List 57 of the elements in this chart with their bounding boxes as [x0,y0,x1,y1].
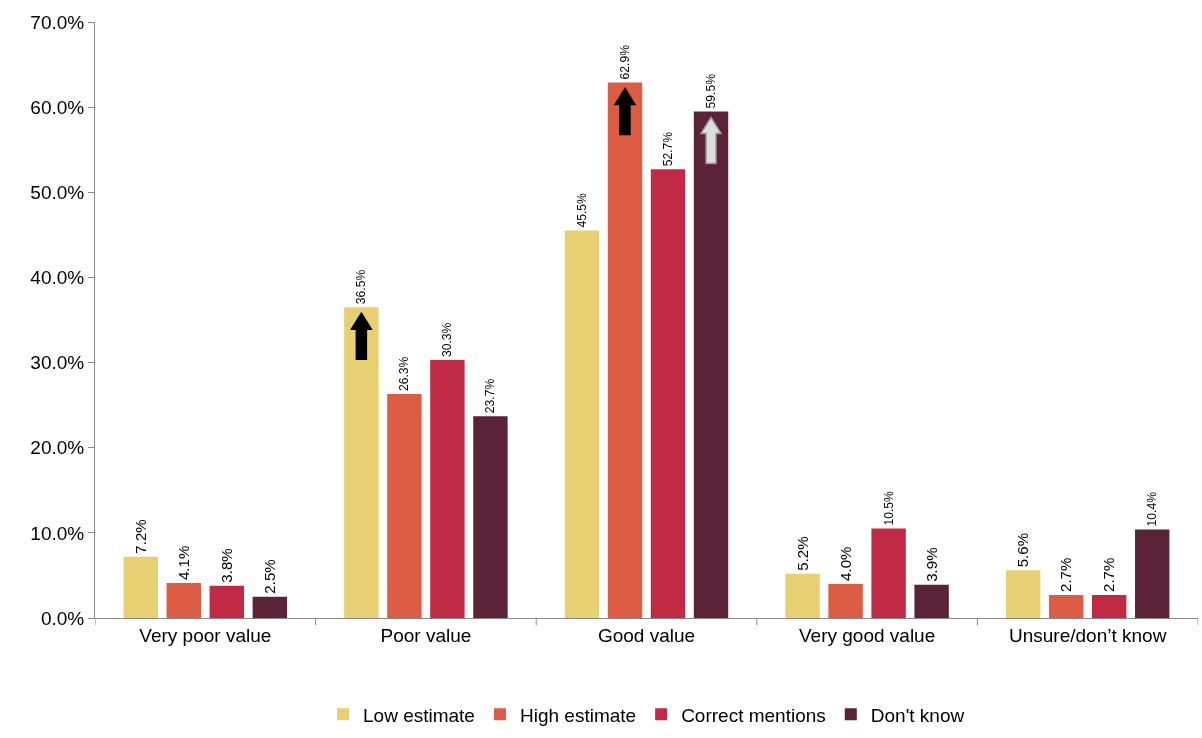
bar [607,82,643,618]
data-label: 3.9% [922,547,940,582]
data-label: 2.7% [1100,557,1118,592]
y-tick-label: 20.0% [30,437,85,459]
bar [1092,595,1127,618]
bar [871,528,906,618]
data-label: 10.4% [1145,491,1160,527]
data-label: 2.7% [1057,557,1075,592]
data-label: 45.5% [575,192,590,228]
x-tick-label: Very good value [798,624,936,646]
bar [1135,529,1170,618]
bar [1005,570,1041,618]
bar [473,416,508,618]
legend-label: Correct mentions [681,704,826,726]
data-label: 10.5% [881,490,896,526]
data-label: 4.1% [174,545,192,581]
data-label: 36.5% [354,269,369,305]
bar [252,596,288,618]
data-label: 23.7% [483,378,498,414]
legend-label: Don't know [870,704,965,726]
legend-label: High estimate [519,704,637,726]
data-label: 62.9% [618,44,633,80]
y-tick-label: 10.0% [30,522,85,544]
data-label: 4.0% [836,546,854,581]
x-tick-label: Good value [597,624,696,646]
data-label: 3.8% [217,548,235,583]
bar [650,169,686,618]
bar [209,585,245,618]
data-label: 5.6% [1014,532,1032,568]
bar [1048,595,1084,618]
y-tick-label: 30.0% [30,352,85,374]
data-label: 2.5% [260,559,278,594]
bar [828,583,863,618]
y-tick-label: 50.0% [30,181,85,203]
data-label: 7.2% [131,519,149,554]
bar [166,583,201,618]
bar [387,394,422,618]
y-tick-label: 40.0% [30,267,85,289]
y-tick-label: 70.0% [30,11,85,33]
y-tick-label: 0.0% [40,607,85,629]
bar [693,111,729,618]
bar [914,584,949,618]
data-label: 59.5% [704,73,719,109]
data-label: 5.2% [793,536,811,571]
data-label: 26.3% [397,356,412,392]
bar [123,556,158,618]
bar [344,307,379,618]
legend-label: Low estimate [363,704,475,726]
x-tick-label: Very poor value [139,624,272,646]
data-label: 52.7% [661,131,676,167]
bar [785,573,820,618]
x-tick-label: Unsure/don’t know [1009,624,1167,646]
x-tick-label: Poor value [380,624,472,646]
y-tick-label: 60.0% [30,96,85,118]
data-label: 30.3% [440,322,455,358]
bar [430,360,465,618]
bar [564,230,600,618]
